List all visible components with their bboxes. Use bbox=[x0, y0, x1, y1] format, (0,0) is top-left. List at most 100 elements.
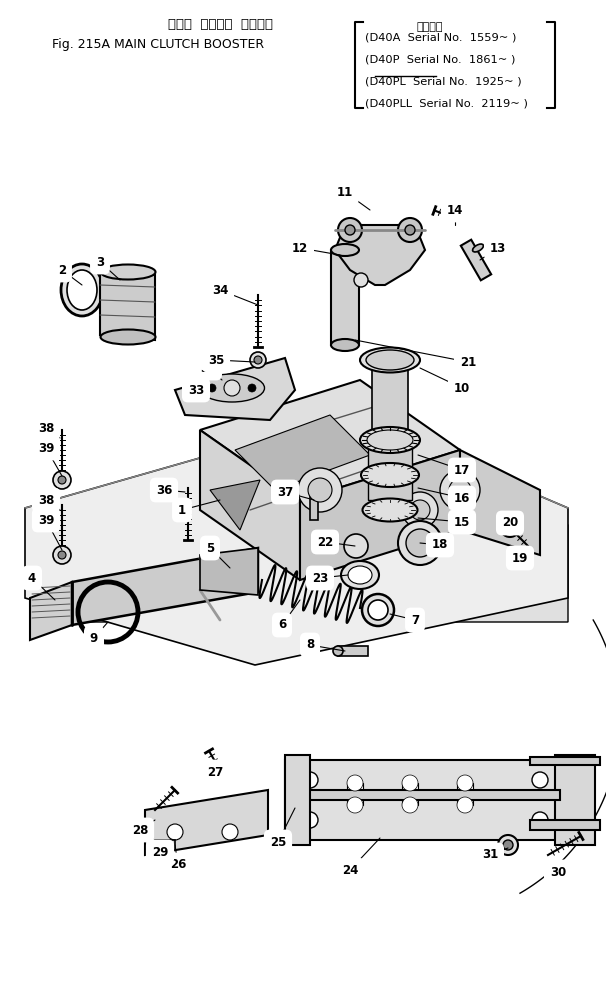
Circle shape bbox=[406, 529, 434, 557]
Ellipse shape bbox=[362, 499, 418, 522]
Text: 36: 36 bbox=[156, 483, 172, 497]
Text: 2: 2 bbox=[58, 264, 66, 277]
Circle shape bbox=[449, 479, 471, 501]
Text: 19: 19 bbox=[512, 552, 528, 564]
Circle shape bbox=[503, 840, 513, 850]
Ellipse shape bbox=[473, 244, 484, 252]
Text: 38: 38 bbox=[38, 493, 54, 507]
Circle shape bbox=[167, 824, 183, 840]
Circle shape bbox=[338, 218, 362, 242]
Bar bbox=[372, 360, 408, 440]
Text: 15: 15 bbox=[454, 516, 470, 529]
Circle shape bbox=[302, 812, 318, 828]
Circle shape bbox=[402, 492, 438, 528]
Polygon shape bbox=[210, 480, 260, 530]
Circle shape bbox=[347, 775, 363, 791]
Circle shape bbox=[58, 551, 66, 559]
Text: 25: 25 bbox=[270, 835, 286, 848]
Text: 17: 17 bbox=[454, 463, 470, 476]
Polygon shape bbox=[235, 415, 370, 490]
Polygon shape bbox=[200, 380, 460, 500]
Bar bbox=[310, 490, 318, 520]
Ellipse shape bbox=[348, 566, 372, 584]
Circle shape bbox=[532, 772, 548, 788]
Polygon shape bbox=[285, 755, 310, 845]
Text: 39: 39 bbox=[38, 441, 54, 454]
Circle shape bbox=[208, 384, 216, 392]
Bar bbox=[347, 783, 363, 805]
Text: (D40P  Serial No.  1861~ ): (D40P Serial No. 1861~ ) bbox=[365, 54, 515, 64]
Circle shape bbox=[248, 384, 256, 392]
Ellipse shape bbox=[368, 600, 388, 620]
Text: 20: 20 bbox=[502, 517, 518, 530]
Text: 23: 23 bbox=[312, 571, 328, 584]
Text: 27: 27 bbox=[207, 766, 223, 779]
Polygon shape bbox=[460, 450, 540, 555]
Text: 3: 3 bbox=[96, 256, 104, 269]
Ellipse shape bbox=[101, 265, 156, 280]
Circle shape bbox=[58, 476, 66, 484]
Text: 16: 16 bbox=[454, 491, 470, 505]
Text: 32: 32 bbox=[200, 361, 216, 375]
Ellipse shape bbox=[362, 594, 394, 626]
Polygon shape bbox=[200, 548, 258, 595]
Ellipse shape bbox=[331, 339, 359, 351]
Text: 適用号機: 適用号機 bbox=[417, 22, 443, 32]
Polygon shape bbox=[300, 450, 460, 580]
Ellipse shape bbox=[67, 270, 97, 310]
Text: 14: 14 bbox=[447, 203, 463, 216]
Bar bbox=[331, 250, 359, 345]
Circle shape bbox=[302, 772, 318, 788]
Text: 30: 30 bbox=[550, 865, 566, 879]
Polygon shape bbox=[72, 548, 258, 625]
Polygon shape bbox=[555, 755, 595, 845]
Circle shape bbox=[308, 478, 332, 502]
Text: 28: 28 bbox=[132, 823, 148, 836]
Polygon shape bbox=[100, 270, 155, 340]
Polygon shape bbox=[200, 430, 300, 580]
Polygon shape bbox=[30, 582, 72, 640]
Text: 33: 33 bbox=[188, 384, 204, 397]
Polygon shape bbox=[295, 790, 560, 800]
Ellipse shape bbox=[361, 463, 419, 487]
Bar bbox=[338, 646, 368, 656]
Text: 26: 26 bbox=[170, 858, 186, 872]
Text: (D40A  Serial No.  1559~ ): (D40A Serial No. 1559~ ) bbox=[365, 32, 516, 42]
Circle shape bbox=[498, 835, 518, 855]
Text: 18: 18 bbox=[432, 539, 448, 552]
Text: 35: 35 bbox=[208, 353, 224, 366]
Circle shape bbox=[440, 470, 480, 510]
Circle shape bbox=[398, 218, 422, 242]
Circle shape bbox=[410, 500, 430, 520]
Circle shape bbox=[224, 380, 240, 396]
Circle shape bbox=[222, 824, 238, 840]
Polygon shape bbox=[175, 358, 295, 420]
Ellipse shape bbox=[61, 264, 103, 316]
Text: (D40PLL  Serial No.  2119~ ): (D40PLL Serial No. 2119~ ) bbox=[365, 98, 528, 108]
Text: 8: 8 bbox=[306, 639, 314, 652]
Text: 21: 21 bbox=[460, 355, 476, 368]
Bar bbox=[457, 783, 473, 805]
Text: 29: 29 bbox=[152, 845, 168, 858]
Text: 4: 4 bbox=[28, 571, 36, 584]
Polygon shape bbox=[25, 415, 568, 665]
Text: 9: 9 bbox=[90, 632, 98, 645]
Text: 22: 22 bbox=[317, 536, 333, 549]
Bar bbox=[368, 440, 412, 500]
Text: 13: 13 bbox=[490, 241, 506, 255]
Text: メイン  クラッチ  ブースタ: メイン クラッチ ブースタ bbox=[167, 18, 273, 31]
Ellipse shape bbox=[199, 374, 264, 402]
Polygon shape bbox=[530, 757, 600, 765]
Text: 10: 10 bbox=[454, 382, 470, 395]
Text: 6: 6 bbox=[278, 618, 286, 632]
Ellipse shape bbox=[333, 646, 343, 656]
Ellipse shape bbox=[360, 347, 420, 373]
Ellipse shape bbox=[367, 430, 413, 450]
Polygon shape bbox=[530, 820, 600, 830]
Circle shape bbox=[298, 468, 342, 512]
Text: Fig. 215A MAIN CLUTCH BOOSTER: Fig. 215A MAIN CLUTCH BOOSTER bbox=[52, 38, 264, 51]
Ellipse shape bbox=[101, 329, 156, 344]
Text: 1: 1 bbox=[178, 504, 186, 517]
Circle shape bbox=[405, 225, 415, 235]
Text: 39: 39 bbox=[38, 514, 54, 527]
